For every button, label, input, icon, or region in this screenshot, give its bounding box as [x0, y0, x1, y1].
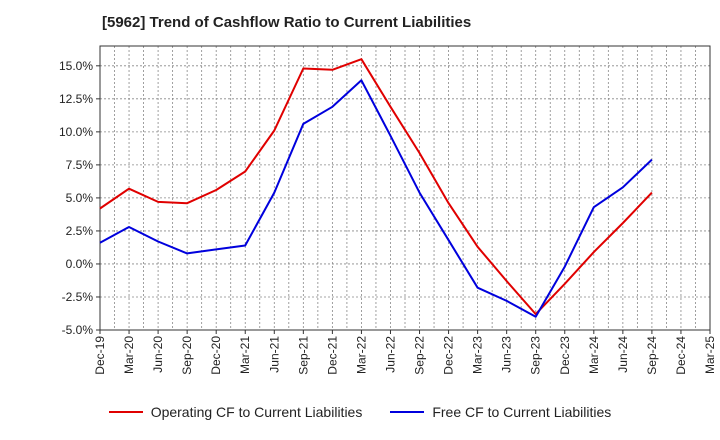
x-tick-label: Mar-24 — [587, 336, 601, 374]
chart-title: [5962] Trend of Cashflow Ratio to Curren… — [102, 14, 472, 31]
plot-frame — [99, 45, 711, 331]
legend-item-operating-cf: Operating CF to Current Liabilities — [108, 404, 363, 420]
y-tick-label: 15.0% — [59, 59, 93, 73]
x-tick-label: Dec-24 — [674, 336, 688, 375]
legend-label-free-cf: Free CF to Current Liabilities — [432, 404, 612, 420]
x-tick-label: Mar-20 — [122, 336, 136, 374]
legend-swatch-free-cf — [390, 411, 425, 413]
x-tick-label: Dec-23 — [558, 336, 572, 375]
legend: Operating CF to Current Liabilities Free… — [0, 404, 720, 420]
x-tick-label: Mar-25 — [703, 336, 717, 374]
x-tick-label: Jun-20 — [151, 336, 165, 373]
legend-swatch-operating-cf — [108, 411, 143, 413]
x-tick-label: Jun-24 — [616, 336, 630, 373]
series-line-1 — [99, 79, 653, 318]
x-tick-label: Sep-20 — [180, 336, 194, 375]
series-line-0 — [99, 58, 653, 316]
x-tick-label: Dec-19 — [93, 336, 107, 375]
y-tick-label: 7.5% — [66, 158, 94, 172]
legend-label-operating-cf: Operating CF to Current Liabilities — [150, 404, 363, 420]
x-tick-label: Sep-22 — [413, 336, 427, 375]
y-tick-label: 10.0% — [59, 125, 93, 139]
y-tick-label: 2.5% — [66, 224, 94, 238]
y-tick-label: -2.5% — [62, 290, 94, 304]
x-tick-label: Sep-24 — [645, 336, 659, 375]
x-tick-label: Mar-21 — [238, 336, 252, 374]
x-tick-label: Dec-22 — [442, 336, 456, 375]
x-tick-label: Mar-22 — [354, 336, 368, 374]
legend-item-free-cf: Free CF to Current Liabilities — [390, 404, 611, 420]
y-tick-label: 0.0% — [66, 257, 94, 271]
x-tick-label: Dec-21 — [325, 336, 339, 375]
x-tick-label: Sep-21 — [296, 336, 310, 375]
x-tick-label: Sep-23 — [529, 336, 543, 375]
y-tick-label: 5.0% — [66, 191, 94, 205]
y-tick-label: -5.0% — [62, 323, 94, 337]
x-tick-label: Jun-22 — [383, 336, 397, 373]
x-tick-label: Jun-21 — [267, 336, 281, 373]
y-tick-label: 12.5% — [59, 92, 93, 106]
x-tick-label: Dec-20 — [209, 336, 223, 375]
x-tick-label: Jun-23 — [500, 336, 514, 373]
x-tick-label: Mar-23 — [471, 336, 485, 374]
line-chart: -5.0% -2.5% 0.0% 2.5% 5.0% 7.5% 10.0% 12.5% 15.0… — [59, 45, 717, 375]
